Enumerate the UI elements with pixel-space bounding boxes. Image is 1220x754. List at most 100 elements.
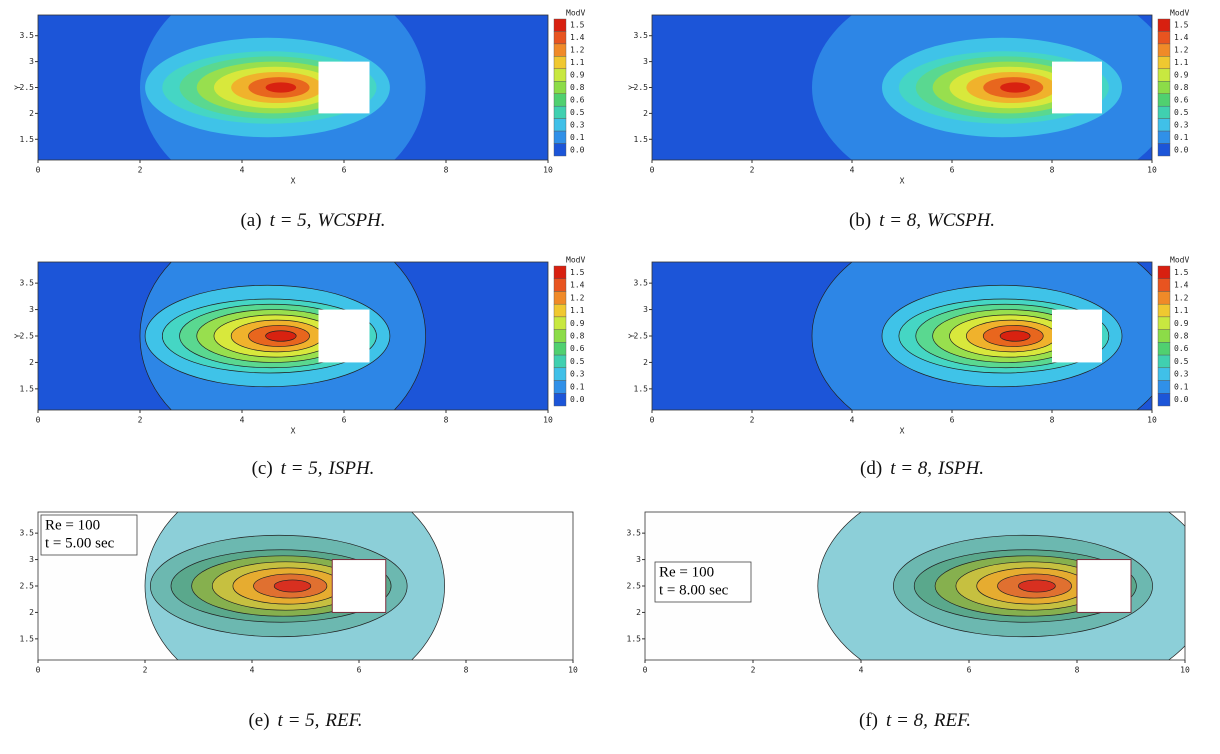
caption: (b) t = 8, WCSPH.	[849, 210, 995, 231]
contour	[999, 330, 1031, 342]
contour	[1018, 579, 1056, 593]
colorbar-swatch	[1157, 393, 1171, 407]
colorbar-swatch	[553, 342, 567, 356]
y-tick-label: 2	[643, 358, 648, 367]
y-axis-label: Y	[14, 333, 23, 338]
colorbar-label: 0.6	[1174, 95, 1189, 104]
x-tick-label: 10	[1147, 166, 1157, 175]
caption-label: (a)	[240, 210, 261, 231]
x-tick-label: 2	[750, 166, 755, 175]
caption-method: WCSPH.	[317, 210, 385, 231]
colorbar-label: 1.2	[1174, 293, 1189, 302]
colorbar-label: 0.5	[570, 357, 585, 366]
x-tick-label: 0	[650, 416, 655, 425]
colorbar-swatch	[1157, 130, 1171, 144]
colorbar-label: 0.1	[1174, 382, 1189, 391]
contour	[273, 579, 312, 593]
y-axis-label: Y	[628, 333, 637, 338]
caption-label: (e)	[248, 710, 269, 731]
legend-box	[40, 514, 138, 556]
x-tick-label: 0	[650, 166, 655, 175]
x-tick-label: 10	[1180, 666, 1190, 675]
x-tick-label: 4	[859, 666, 864, 675]
x-axis-label: X	[291, 177, 296, 186]
colorbar-swatch	[1157, 316, 1171, 330]
colorbar-swatch	[553, 278, 567, 292]
y-tick-label: 3	[636, 555, 641, 564]
colorbar-swatch	[1157, 291, 1171, 305]
field	[652, 15, 1152, 160]
y-tick-label: 1.5	[20, 135, 35, 144]
colorbar-label: 0.9	[570, 71, 585, 80]
cylinder	[1052, 61, 1102, 114]
colorbar-label: 1.5	[1174, 21, 1189, 30]
colorbar-label: 0.0	[1174, 395, 1189, 404]
x-tick-label: 2	[751, 666, 756, 675]
y-tick-label: 2.5	[634, 332, 649, 341]
x-tick-label: 8	[444, 166, 449, 175]
y-tick-label: 3.5	[20, 529, 35, 538]
field	[652, 262, 1152, 410]
y-tick-label: 3.5	[627, 529, 642, 538]
x-axis-label: X	[900, 427, 905, 436]
caption-method: REF.	[324, 710, 362, 731]
x-tick-label: 10	[568, 666, 578, 675]
y-tick-label: 2	[643, 109, 648, 118]
colorbar-label: 1.1	[570, 306, 585, 315]
field	[38, 262, 548, 410]
colorbar-swatch	[1157, 265, 1171, 279]
colorbar-label: 1.5	[570, 21, 585, 30]
x-tick-label: 8	[1050, 416, 1055, 425]
colorbar-label: 1.5	[1174, 268, 1189, 277]
caption-time: t = 5,	[270, 210, 312, 231]
y-axis-label: Y	[14, 85, 23, 90]
legend-box	[654, 561, 752, 603]
colorbar-swatch	[553, 354, 567, 369]
y-tick-label: 1.5	[627, 634, 642, 643]
colorbar-label: 0.9	[570, 319, 585, 328]
caption-method: WCSPH.	[927, 210, 995, 231]
colorbar-swatch	[553, 130, 567, 144]
x-tick-label: 6	[950, 166, 955, 175]
colorbar-label: 1.1	[1174, 58, 1189, 67]
x-tick-label: 0	[643, 666, 648, 675]
cylinder	[331, 559, 387, 613]
contour	[265, 82, 297, 93]
colorbar-swatch	[553, 18, 567, 32]
colorbar-label: 0.6	[570, 344, 585, 353]
colorbar-label: 1.1	[1174, 306, 1189, 315]
colorbar-swatch	[1157, 105, 1171, 119]
colorbar-swatch	[1157, 43, 1171, 57]
colorbar-swatch	[1157, 278, 1171, 292]
y-axis-label: Y	[628, 85, 637, 90]
caption-label: (d)	[860, 458, 882, 479]
cylinder	[318, 309, 370, 363]
x-tick-label: 0	[36, 666, 41, 675]
colorbar-swatch	[1157, 367, 1171, 381]
caption-label: (b)	[849, 210, 871, 231]
colorbar-label: 0.9	[1174, 71, 1189, 80]
cylinder	[1052, 309, 1102, 363]
colorbar-swatch	[553, 367, 567, 381]
colorbar-label: 1.1	[570, 58, 585, 67]
y-tick-label: 3	[29, 555, 34, 564]
y-tick-label: 3.5	[634, 31, 649, 40]
colorbar-label: 0.5	[570, 108, 585, 117]
colorbar-label: 1.2	[570, 293, 585, 302]
panel: 0 2 4 6 8 10 3.5 3 2.5 2 1.5 X Y ModV 1.5 1.4 1.2 1.1 0.9 0…	[628, 256, 1190, 480]
colorbar-label: 0.8	[1174, 83, 1189, 92]
colorbar-swatch	[553, 380, 567, 394]
x-axis-label: X	[291, 427, 296, 436]
x-tick-label: 10	[543, 166, 553, 175]
y-tick-label: 3	[29, 57, 34, 66]
colorbar-label: 0.1	[1174, 133, 1189, 142]
field	[38, 512, 573, 660]
x-tick-label: 2	[143, 666, 148, 675]
x-tick-label: 6	[342, 416, 347, 425]
x-tick-label: 0	[36, 166, 41, 175]
y-tick-label: 1.5	[20, 634, 35, 643]
colorbar-label: 0.9	[1174, 319, 1189, 328]
y-tick-label: 3	[643, 57, 648, 66]
colorbar-label: 0.3	[570, 120, 585, 129]
colorbar-swatch	[553, 68, 567, 82]
